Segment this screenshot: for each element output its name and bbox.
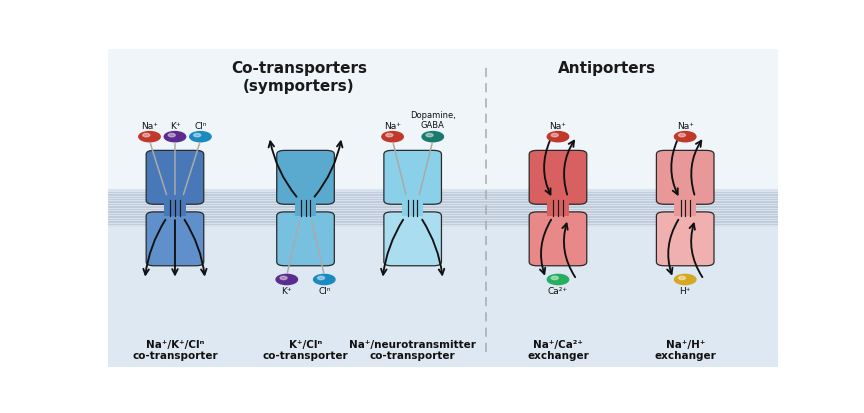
Bar xyxy=(108,190,778,368)
Text: exchanger: exchanger xyxy=(527,350,589,360)
Text: Na⁺/K⁺/Clⁿ: Na⁺/K⁺/Clⁿ xyxy=(146,339,204,349)
FancyBboxPatch shape xyxy=(146,151,204,205)
Bar xyxy=(108,190,778,228)
Text: co-transporter: co-transporter xyxy=(370,350,455,360)
Circle shape xyxy=(675,275,696,285)
Circle shape xyxy=(139,132,160,142)
Text: Co-transporters
(symporters): Co-transporters (symporters) xyxy=(231,61,367,94)
Text: co-transporter: co-transporter xyxy=(263,350,348,360)
Text: Na⁺/H⁺: Na⁺/H⁺ xyxy=(665,339,705,349)
Text: K⁺: K⁺ xyxy=(169,121,181,131)
FancyBboxPatch shape xyxy=(657,212,714,266)
Text: Na⁺: Na⁺ xyxy=(384,121,401,131)
Text: Na⁺: Na⁺ xyxy=(550,121,567,131)
Text: Na⁺: Na⁺ xyxy=(141,121,158,131)
Circle shape xyxy=(678,277,685,280)
FancyBboxPatch shape xyxy=(657,151,714,205)
Circle shape xyxy=(276,275,297,285)
Text: Clⁿ: Clⁿ xyxy=(318,287,331,296)
FancyBboxPatch shape xyxy=(276,151,334,205)
Circle shape xyxy=(280,277,287,280)
Circle shape xyxy=(143,134,149,138)
Text: Clⁿ: Clⁿ xyxy=(194,121,206,131)
Bar xyxy=(164,201,186,216)
Text: Na⁺/Ca²⁺: Na⁺/Ca²⁺ xyxy=(533,339,583,349)
Circle shape xyxy=(318,277,325,280)
FancyBboxPatch shape xyxy=(146,212,204,266)
Circle shape xyxy=(314,275,335,285)
Circle shape xyxy=(426,134,433,138)
Circle shape xyxy=(422,132,443,142)
Bar xyxy=(547,201,569,216)
Bar xyxy=(295,201,316,216)
FancyBboxPatch shape xyxy=(384,151,442,205)
Text: K⁺/Clⁿ: K⁺/Clⁿ xyxy=(289,339,322,349)
Circle shape xyxy=(547,132,569,142)
Circle shape xyxy=(551,277,558,280)
Circle shape xyxy=(678,134,685,138)
Bar xyxy=(675,201,696,216)
Text: exchanger: exchanger xyxy=(654,350,716,360)
Circle shape xyxy=(675,132,696,142)
Circle shape xyxy=(386,134,393,138)
Text: Na⁺: Na⁺ xyxy=(677,121,694,131)
Text: Dopamine,
GABA: Dopamine, GABA xyxy=(410,111,455,129)
Circle shape xyxy=(168,134,175,138)
Bar xyxy=(402,201,423,216)
FancyBboxPatch shape xyxy=(529,151,587,205)
Text: K⁺: K⁺ xyxy=(282,287,292,296)
Circle shape xyxy=(547,275,569,285)
FancyBboxPatch shape xyxy=(529,212,587,266)
Circle shape xyxy=(194,134,200,138)
FancyBboxPatch shape xyxy=(384,212,442,266)
Text: H⁺: H⁺ xyxy=(679,287,691,296)
Circle shape xyxy=(190,132,211,142)
Bar xyxy=(108,50,778,190)
Text: Ca²⁺: Ca²⁺ xyxy=(548,287,568,296)
Circle shape xyxy=(382,132,403,142)
Text: Na⁺/neurotransmitter: Na⁺/neurotransmitter xyxy=(349,339,476,349)
Text: co-transporter: co-transporter xyxy=(132,350,218,360)
Circle shape xyxy=(551,134,558,138)
FancyBboxPatch shape xyxy=(276,212,334,266)
Circle shape xyxy=(164,132,186,142)
Text: Antiporters: Antiporters xyxy=(558,61,656,76)
